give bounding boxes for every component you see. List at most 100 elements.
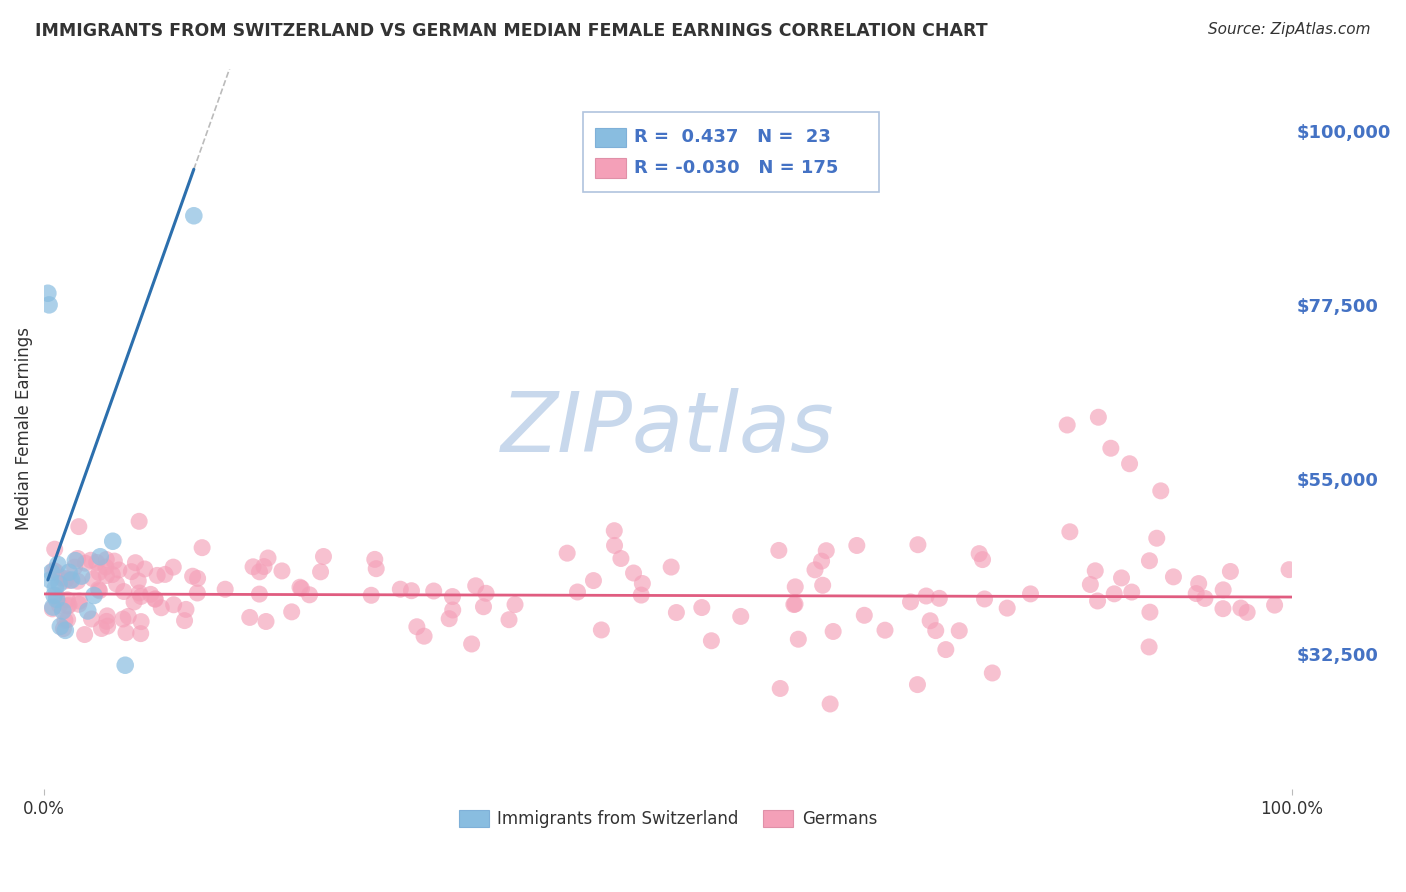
Point bbox=[191, 541, 214, 555]
Point bbox=[49, 619, 72, 633]
Point bbox=[96, 552, 118, 566]
Point bbox=[823, 624, 845, 639]
Point bbox=[659, 560, 682, 574]
Point bbox=[120, 565, 142, 579]
Point bbox=[44, 542, 66, 557]
Point bbox=[1212, 582, 1234, 597]
Point bbox=[56, 592, 79, 607]
Point bbox=[56, 599, 79, 613]
Point bbox=[603, 539, 626, 553]
Point bbox=[1212, 601, 1234, 615]
Legend: Immigrants from Switzerland, Germans: Immigrants from Switzerland, Germans bbox=[453, 804, 884, 835]
Point bbox=[48, 599, 70, 613]
Point bbox=[810, 554, 832, 568]
Point bbox=[66, 551, 89, 566]
Point bbox=[146, 568, 169, 582]
Point bbox=[108, 563, 131, 577]
Point bbox=[143, 592, 166, 607]
Point bbox=[37, 286, 59, 301]
Point bbox=[437, 612, 460, 626]
Point bbox=[162, 560, 184, 574]
Point bbox=[948, 624, 970, 638]
Point bbox=[67, 519, 90, 533]
Point bbox=[401, 583, 423, 598]
Point bbox=[42, 589, 65, 603]
Point bbox=[254, 615, 277, 629]
Point bbox=[475, 586, 498, 600]
Point bbox=[128, 586, 150, 600]
Point bbox=[815, 543, 838, 558]
Point bbox=[1087, 410, 1109, 425]
Point bbox=[389, 582, 412, 597]
Point bbox=[134, 562, 156, 576]
Point bbox=[53, 624, 76, 638]
Point bbox=[52, 604, 75, 618]
Point bbox=[1019, 587, 1042, 601]
Point bbox=[811, 578, 834, 592]
Point bbox=[41, 566, 63, 580]
Point bbox=[41, 602, 63, 616]
Point bbox=[66, 574, 89, 589]
Point bbox=[690, 600, 713, 615]
Point bbox=[1188, 576, 1211, 591]
Point bbox=[173, 614, 195, 628]
Point bbox=[53, 574, 76, 588]
Point bbox=[183, 209, 205, 223]
Text: R =  0.437   N =  23: R = 0.437 N = 23 bbox=[634, 128, 831, 146]
Point bbox=[405, 620, 427, 634]
Point bbox=[413, 629, 436, 643]
Point bbox=[555, 546, 578, 560]
Point bbox=[58, 598, 80, 612]
Point bbox=[783, 597, 806, 611]
Point bbox=[1139, 554, 1161, 568]
Point bbox=[63, 560, 86, 574]
Point bbox=[53, 613, 76, 627]
Point bbox=[52, 622, 75, 636]
Point bbox=[1194, 591, 1216, 606]
Point bbox=[907, 677, 929, 691]
Point bbox=[785, 580, 807, 594]
Point bbox=[623, 566, 645, 580]
Point bbox=[853, 608, 876, 623]
Point bbox=[804, 563, 827, 577]
Point bbox=[60, 573, 83, 587]
Point bbox=[89, 549, 111, 564]
Point bbox=[1146, 531, 1168, 545]
Point bbox=[591, 623, 613, 637]
Point bbox=[46, 558, 69, 572]
Point bbox=[364, 552, 387, 566]
Point bbox=[920, 614, 942, 628]
Point bbox=[87, 566, 110, 580]
Point bbox=[787, 632, 810, 647]
Point bbox=[967, 547, 990, 561]
Point bbox=[42, 564, 65, 578]
Point bbox=[422, 584, 444, 599]
Point bbox=[94, 560, 117, 574]
Point bbox=[1099, 442, 1122, 456]
Point bbox=[1137, 640, 1160, 654]
Point bbox=[114, 658, 136, 673]
Point bbox=[280, 605, 302, 619]
Point bbox=[460, 637, 482, 651]
Point bbox=[67, 597, 90, 611]
Y-axis label: Median Female Earnings: Median Female Earnings bbox=[15, 327, 32, 531]
Point bbox=[249, 565, 271, 579]
Point bbox=[124, 556, 146, 570]
Point bbox=[83, 589, 105, 603]
Point bbox=[1139, 605, 1161, 619]
Point bbox=[915, 589, 938, 603]
Point bbox=[42, 600, 65, 615]
Point bbox=[139, 587, 162, 601]
Point bbox=[309, 565, 332, 579]
Point bbox=[1102, 587, 1125, 601]
Point bbox=[1230, 601, 1253, 615]
Point bbox=[101, 567, 124, 582]
Point bbox=[127, 574, 149, 588]
Point bbox=[101, 534, 124, 549]
Point bbox=[290, 582, 312, 596]
Point bbox=[1278, 563, 1301, 577]
Point bbox=[900, 595, 922, 609]
Point bbox=[129, 615, 152, 629]
Point bbox=[59, 574, 82, 588]
Point bbox=[181, 569, 204, 583]
